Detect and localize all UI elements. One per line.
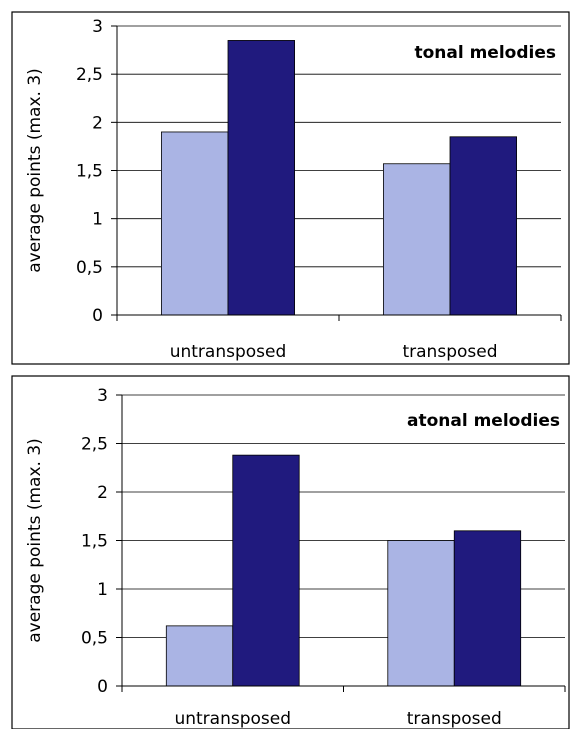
y-tick-label: 0	[92, 306, 103, 326]
bar	[227, 40, 295, 316]
y-tick-label: 1,5	[81, 532, 108, 552]
y-tick-label: 2	[92, 113, 103, 133]
bar	[449, 136, 517, 316]
x-tick-label: transposed	[402, 342, 497, 362]
chart-title: tonal melodies	[414, 43, 556, 63]
y-tick-label: 0,5	[76, 258, 103, 278]
y-axis-label: average points (max. 3)	[25, 68, 45, 273]
y-tick-labels: 0 0,5 1 1,5 2 2,5 3	[76, 17, 103, 326]
y-tick-label: 2,5	[81, 435, 108, 455]
y-tick-label: 1,5	[76, 162, 103, 182]
y-tick-label: 3	[92, 17, 103, 37]
axes	[111, 25, 562, 321]
y-tick-label: 2,5	[76, 65, 103, 85]
y-axis-label: average points (max. 3)	[25, 438, 45, 643]
y-tick-labels: 0 0,5 1 1,5 2 2,5 3	[81, 386, 108, 697]
bar-group	[165, 454, 522, 687]
x-tick-label: untransposed	[174, 709, 291, 729]
bar	[232, 454, 300, 687]
y-tick-label: 0,5	[81, 629, 108, 649]
y-tick-label: 2	[97, 483, 108, 503]
chart-panel-atonal: 0 0,5 1 1,5 2 2,5 3 untransposed transposed av…	[11, 375, 570, 729]
bar	[382, 163, 451, 316]
chart-title: atonal melodies	[407, 411, 560, 431]
y-tick-label: 3	[97, 386, 108, 406]
x-tick-label: transposed	[407, 709, 502, 729]
y-tick-label: 0	[97, 677, 108, 697]
bar	[387, 540, 455, 687]
bar	[453, 530, 522, 687]
y-tick-label: 1	[92, 210, 103, 230]
bar	[160, 131, 229, 316]
y-tick-label: 1	[97, 580, 108, 600]
axes	[116, 394, 566, 692]
chart-panel-tonal: 0 0,5 1 1,5 2 2,5 3 untransposed transposed av…	[11, 11, 570, 365]
bar	[165, 625, 234, 687]
x-tick-label: untransposed	[170, 342, 287, 362]
bar-group	[160, 40, 517, 316]
